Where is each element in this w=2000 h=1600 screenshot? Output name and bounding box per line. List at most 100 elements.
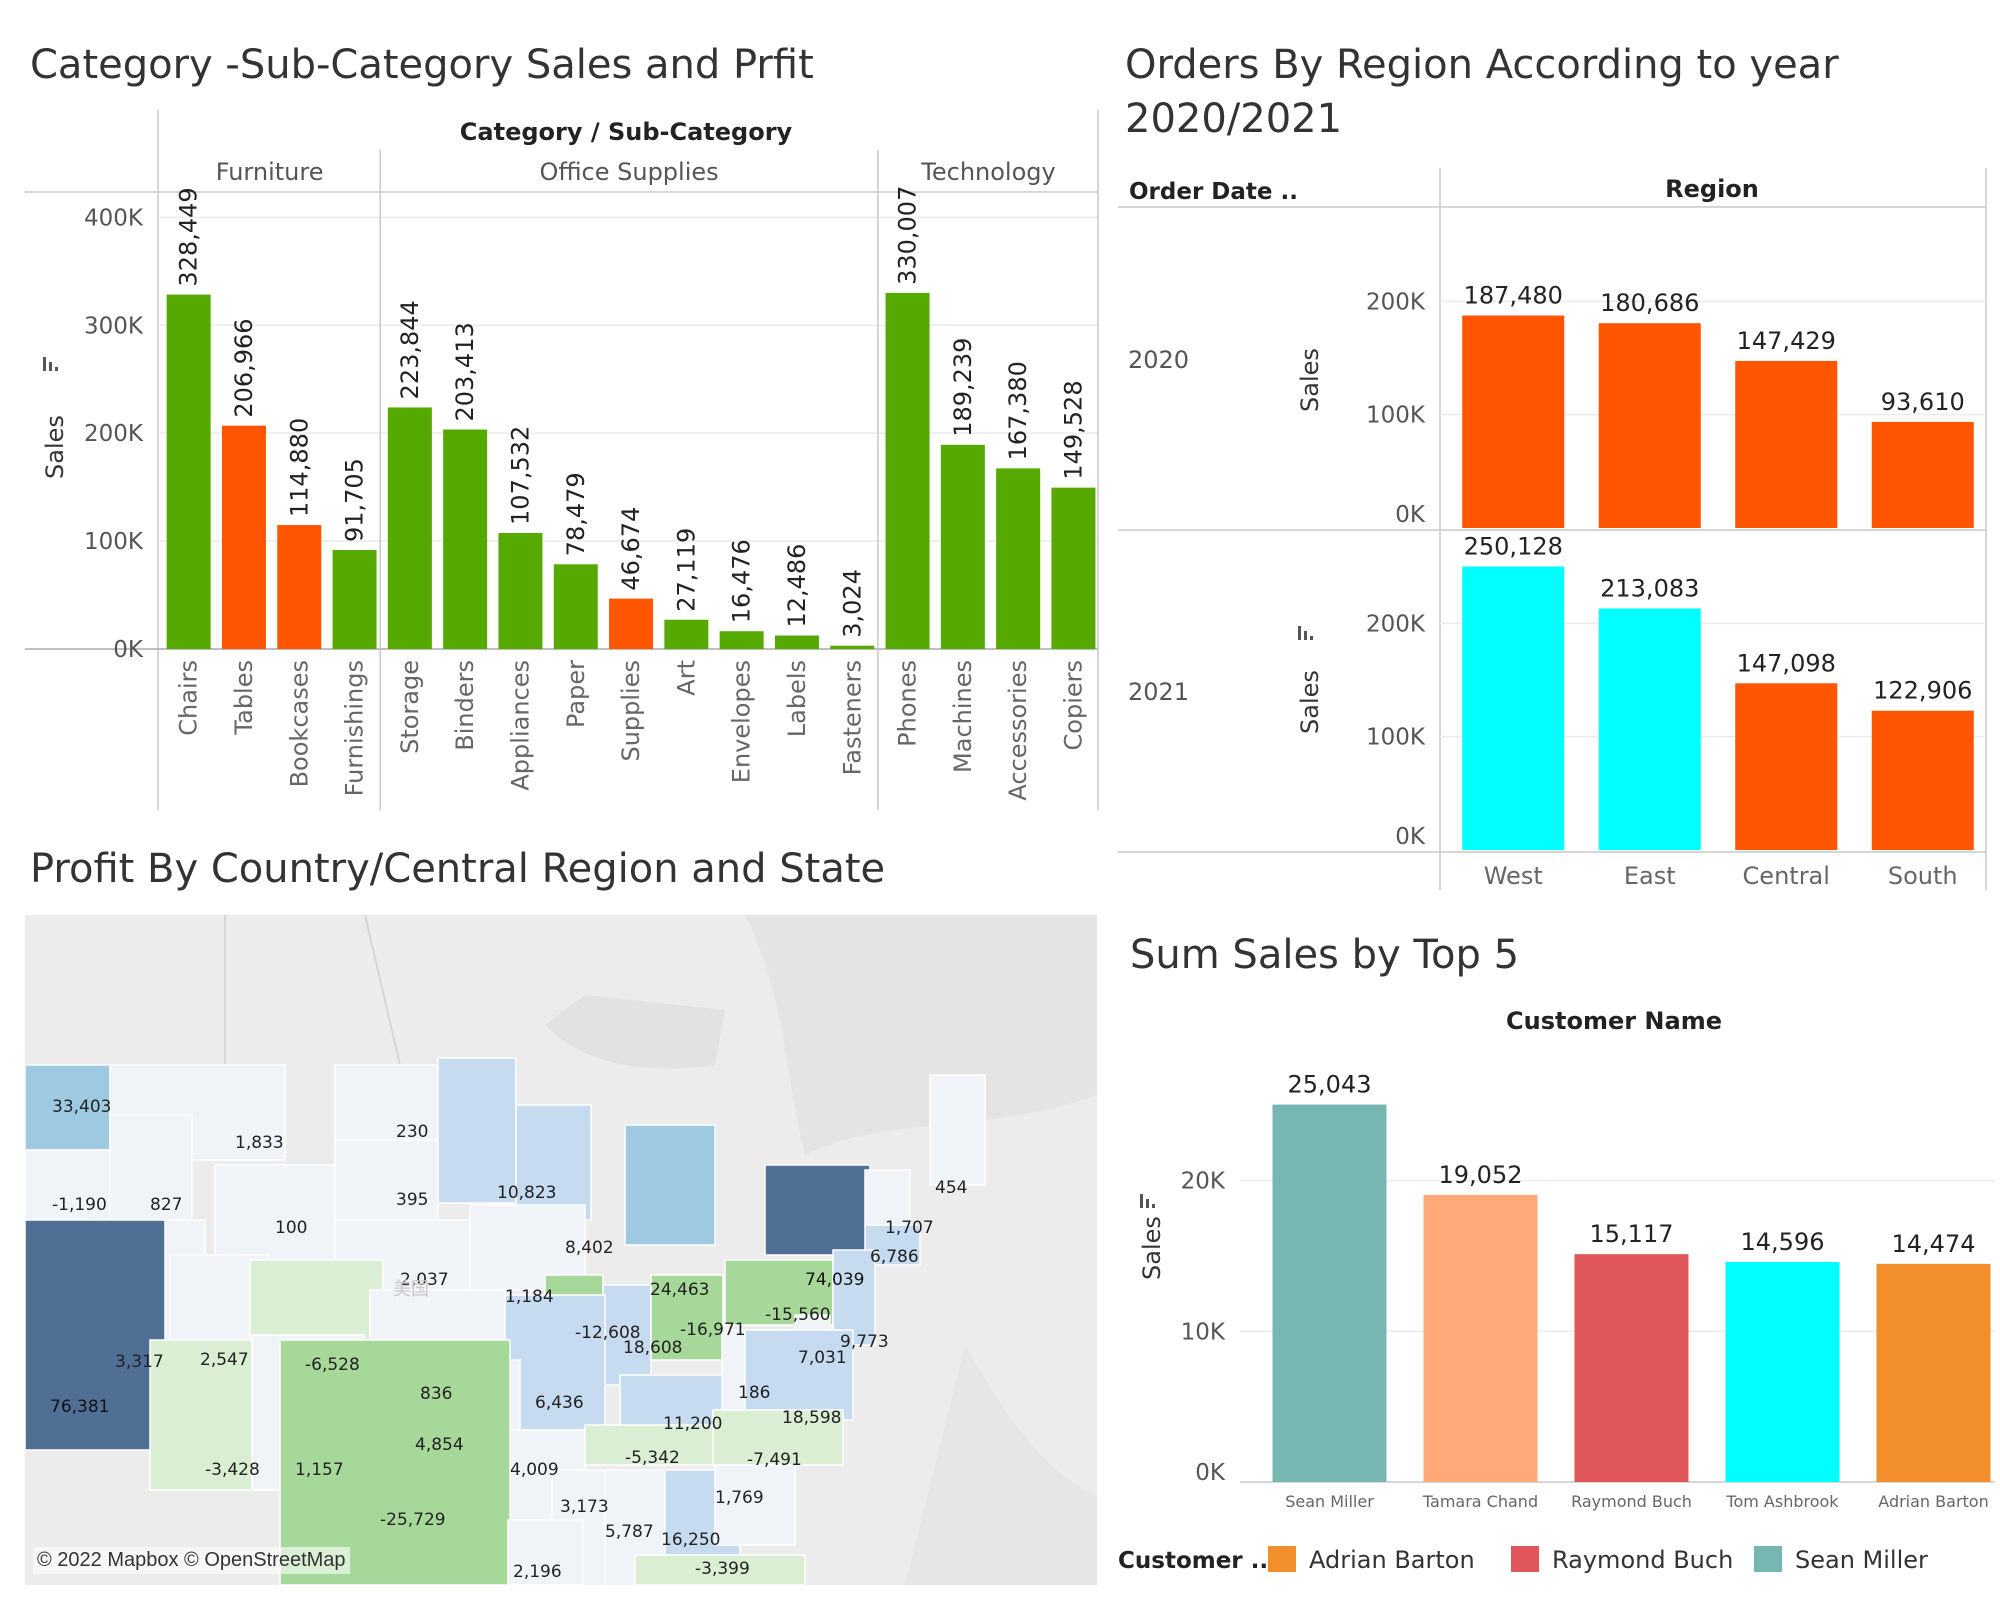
data-label: 107,532: [506, 426, 534, 525]
customer-header: Customer Name: [1506, 1007, 1722, 1035]
state-nj[interactable]: [832, 1249, 876, 1346]
x-tick-label: Paper: [562, 660, 590, 728]
data-label: 122,906: [1873, 677, 1972, 705]
state-value-label: -6,528: [305, 1355, 360, 1375]
y-tick-label: 300K: [84, 313, 144, 339]
sort-icon-bar: [1140, 1194, 1143, 1208]
state-mi[interactable]: [624, 1124, 716, 1246]
state-value-label: 10,823: [497, 1183, 556, 1203]
state-sc[interactable]: [714, 1464, 796, 1546]
x-tick-label: Machines: [949, 660, 977, 773]
sort-icon-bar: [49, 362, 52, 371]
y-tick-label: 0K: [1195, 1460, 1226, 1486]
state-shape: [744, 1329, 854, 1421]
data-label: 78,479: [562, 472, 590, 556]
state-shape: [437, 1057, 517, 1204]
x-tick-label: West: [1484, 862, 1543, 890]
state-shape: [584, 1424, 736, 1466]
legend-label: Sean Miller: [1795, 1546, 1928, 1574]
data-label: 250,128: [1464, 533, 1563, 561]
state-nd[interactable]: [334, 1064, 439, 1141]
bar: [277, 525, 322, 649]
state-value-label: 74,039: [805, 1270, 864, 1290]
x-tick-label: Bookcases: [285, 660, 313, 787]
map-svg: 33,403 1,833 230 10,823 454 -1,190 827 100 395 8,…: [25, 915, 1097, 1585]
legend-swatch: [1511, 1546, 1539, 1572]
map-watermark-label: 美国: [393, 1279, 429, 1300]
bar: [387, 407, 432, 649]
state-in[interactable]: [602, 1284, 652, 1386]
bar: [719, 631, 764, 649]
lake-area: [545, 995, 725, 1069]
state-shape: [864, 1224, 921, 1266]
state-ca[interactable]: [25, 1219, 166, 1451]
state-value-label: -16,971: [680, 1320, 746, 1340]
data-label: 187,480: [1464, 282, 1563, 310]
state-la[interactable]: [507, 1519, 584, 1585]
legend-swatch: [1754, 1546, 1782, 1572]
state-value-label: 827: [150, 1195, 182, 1215]
bar: [830, 645, 875, 649]
state-va[interactable]: [744, 1329, 854, 1421]
bar: [1598, 608, 1701, 850]
state-pa[interactable]: [724, 1259, 834, 1326]
bar: [664, 619, 709, 649]
x-tick-label: Art: [672, 660, 700, 696]
state-oh[interactable]: [650, 1274, 724, 1361]
category-name: Furniture: [216, 158, 324, 186]
bar: [1423, 1194, 1538, 1482]
bar: [1462, 315, 1565, 528]
legend-swatch: [1268, 1546, 1296, 1572]
data-label: 203,413: [451, 322, 479, 421]
category-header: Category / Sub-Category: [460, 118, 793, 146]
state-value-label: 395: [396, 1190, 428, 1210]
state-value-label: 454: [935, 1178, 967, 1198]
state-value-label: -7,491: [747, 1450, 802, 1470]
data-label: 91,705: [341, 458, 369, 542]
bar: [609, 598, 654, 649]
chart1-title: Category -Sub-Category Sales and Prfit: [30, 42, 814, 88]
x-tick-label: South: [1888, 862, 1958, 890]
state-mn[interactable]: [437, 1057, 517, 1204]
state-value-label: 18,608: [623, 1338, 682, 1358]
state-value-label: 1,707: [885, 1218, 934, 1238]
state-tn[interactable]: [584, 1424, 736, 1466]
state-ny[interactable]: [764, 1164, 871, 1256]
chart2-title: Orders By Region According to year 2020/…: [1125, 42, 1839, 142]
x-tick-label: Copiers: [1059, 660, 1087, 750]
bar: [1598, 323, 1701, 528]
state-fl[interactable]: [634, 1554, 806, 1585]
x-tick-label: Tamara Chand: [1422, 1492, 1538, 1511]
state-sd[interactable]: [334, 1139, 439, 1221]
y-axis-label: Sales: [1296, 348, 1324, 412]
state-tx[interactable]: [279, 1339, 511, 1585]
x-tick-label: Labels: [783, 660, 811, 737]
data-label: 189,239: [949, 338, 977, 437]
bar: [221, 425, 266, 649]
x-tick-label: Raymond Buch: [1571, 1492, 1692, 1511]
bar: [996, 468, 1041, 649]
sort-icon-bar: [43, 357, 46, 371]
data-label: 25,043: [1288, 1071, 1372, 1099]
state-value-label: -12,608: [575, 1323, 641, 1343]
state-shape: [724, 1259, 834, 1326]
profit-state-map[interactable]: 33,403 1,833 230 10,823 454 -1,190 827 100 395 8,…: [25, 915, 1097, 1585]
state-mo[interactable]: [504, 1294, 606, 1431]
ocean-area: [905, 1345, 1097, 1585]
bar: [1876, 1263, 1991, 1482]
data-label: 46,674: [617, 507, 645, 591]
state-shape: [279, 1339, 511, 1585]
state-ma[interactable]: [864, 1224, 921, 1266]
y-tick-label: 100K: [84, 529, 144, 555]
data-label: 330,007: [894, 186, 922, 285]
x-tick-label: Envelopes: [728, 660, 756, 783]
bar: [1462, 566, 1565, 850]
state-wi[interactable]: [515, 1104, 592, 1221]
state-value-label: -15,560: [765, 1305, 831, 1325]
y-tick-label: 0K: [1395, 502, 1426, 528]
bar: [1735, 683, 1838, 850]
map-attribution[interactable]: © 2022 Mapbox © OpenStreetMap: [33, 1547, 350, 1574]
bar: [1272, 1104, 1387, 1482]
region-bar-chart: Order Date .. Region 2020 0K 100K 200K Sales 18…: [1118, 168, 1987, 890]
state-me[interactable]: [929, 1074, 986, 1186]
